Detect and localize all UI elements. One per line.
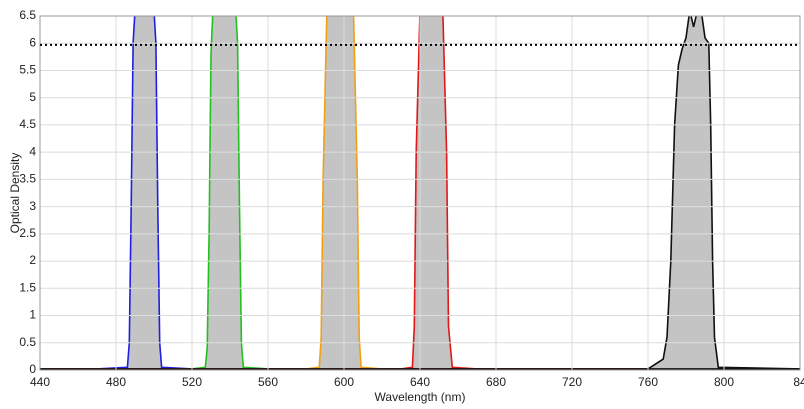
y-tick-label: 5.5 — [19, 63, 36, 77]
y-tick-label: 3 — [29, 199, 36, 213]
y-tick-label: 4.5 — [19, 117, 36, 131]
x-tick-label: 600 — [334, 375, 354, 389]
y-tick-label: 6 — [29, 35, 36, 49]
y-tick-label: 0 — [29, 362, 36, 376]
x-tick-label: 680 — [486, 375, 506, 389]
x-tick-label: 720 — [562, 375, 582, 389]
y-tick-label: 6.5 — [19, 8, 36, 22]
y-tick-label: 1.5 — [19, 280, 36, 294]
y-tick-label: 2 — [29, 253, 36, 267]
x-tick-label: 640 — [410, 375, 430, 389]
x-tick-label: 440 — [30, 375, 50, 389]
x-tick-label: 520 — [182, 375, 202, 389]
y-tick-label: 3.5 — [19, 172, 36, 186]
x-tick-label: 560 — [258, 375, 278, 389]
y-tick-label: 2.5 — [19, 226, 36, 240]
y-axis-title: Optical Density — [8, 153, 22, 234]
y-tick-label: 4 — [29, 144, 36, 158]
y-tick-label: 5 — [29, 90, 36, 104]
y-tick-label: 0.5 — [19, 335, 36, 349]
x-axis-title: Wavelength (nm) — [375, 390, 466, 404]
y-tick-label: 1 — [29, 308, 36, 322]
x-tick-label: 480 — [106, 375, 126, 389]
x-tick-label: 84 — [793, 375, 804, 389]
od-curve — [40, 16, 800, 370]
x-tick-label: 760 — [638, 375, 658, 389]
x-tick-label: 800 — [714, 375, 734, 389]
plot-frame — [39, 15, 801, 371]
